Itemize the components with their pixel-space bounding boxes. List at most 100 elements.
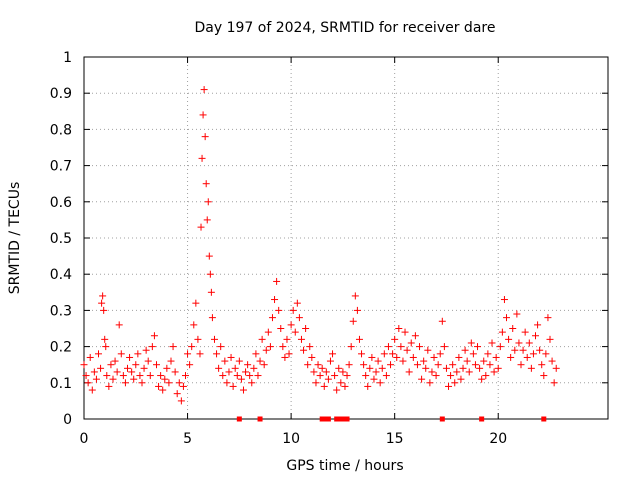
x-tick-label: 20	[489, 431, 507, 447]
data-point	[523, 353, 531, 361]
data-point	[378, 364, 386, 372]
data-point	[418, 375, 426, 383]
data-point	[213, 350, 221, 358]
data-point	[395, 325, 403, 332]
data-point	[271, 296, 279, 304]
data-point	[84, 379, 92, 387]
data-point	[100, 306, 108, 314]
data-point	[447, 372, 455, 380]
data-point	[105, 382, 113, 390]
y-tick-label: 0.7	[50, 159, 72, 175]
data-point	[128, 368, 136, 376]
data-point	[542, 350, 550, 358]
data-point	[409, 353, 417, 361]
data-point	[142, 346, 150, 354]
data-point	[155, 382, 163, 390]
y-tick-label: 0.8	[50, 122, 72, 138]
data-point	[430, 353, 438, 361]
data-point	[237, 375, 245, 383]
chart-title: Day 197 of 2024, SRMTID for receiver dar…	[195, 20, 496, 36]
data-point	[368, 353, 376, 361]
data-point	[293, 299, 301, 307]
data-point	[256, 357, 264, 365]
data-point	[102, 343, 110, 351]
data-point	[451, 379, 459, 387]
data-point	[384, 343, 392, 351]
data-point	[239, 386, 247, 394]
x-axis-label: GPS time / hours	[286, 458, 403, 474]
data-point	[275, 306, 283, 314]
data-point	[519, 346, 527, 354]
y-tick-label: 1	[63, 50, 72, 66]
y-tick-labels: 0 0.1 0.2 0.3 0.4 0.5 0.6 0.7 0.8 0.9 1	[50, 50, 72, 428]
zero-markers	[236, 416, 547, 422]
data-point	[442, 364, 450, 372]
y-tick-label: 0.9	[50, 86, 72, 102]
data-point	[86, 353, 94, 361]
data-point	[254, 372, 262, 380]
data-point	[490, 368, 498, 376]
data-point	[285, 350, 293, 358]
data-point	[380, 350, 388, 358]
data-point	[130, 375, 138, 383]
data-point	[173, 390, 181, 398]
data-point	[258, 335, 266, 343]
data-point	[167, 357, 175, 365]
data-point	[266, 343, 274, 351]
data-point	[349, 317, 357, 325]
data-point	[397, 343, 405, 351]
data-point	[355, 335, 363, 343]
data-point	[370, 375, 378, 383]
data-point	[500, 296, 508, 304]
data-point	[208, 314, 216, 322]
data-point	[144, 357, 152, 365]
zero-value-marker	[344, 416, 350, 422]
data-point	[152, 361, 160, 369]
data-point	[474, 343, 482, 351]
data-point	[364, 382, 372, 390]
data-point	[467, 339, 475, 347]
data-point	[339, 368, 347, 376]
data-point	[318, 364, 326, 372]
data-point	[268, 314, 276, 322]
data-point	[159, 386, 167, 394]
data-point	[331, 372, 339, 380]
data-point	[198, 154, 206, 162]
data-point	[453, 368, 461, 376]
data-point	[119, 372, 127, 380]
data-point	[329, 350, 337, 358]
data-point	[99, 292, 107, 300]
data-point	[219, 372, 227, 380]
data-point	[459, 364, 467, 372]
x-tick-label: 15	[386, 431, 404, 447]
data-point	[171, 368, 179, 376]
data-point	[250, 364, 258, 372]
data-point	[532, 332, 540, 340]
data-point	[345, 361, 353, 369]
data-point	[304, 361, 312, 369]
data-point	[88, 386, 96, 394]
data-point	[138, 379, 146, 387]
data-point	[126, 353, 134, 361]
data-point	[207, 288, 215, 296]
data-point	[297, 335, 305, 343]
data-point	[223, 379, 231, 387]
data-point	[200, 86, 208, 94]
data-point	[306, 343, 314, 351]
data-point	[201, 133, 209, 141]
data-point	[324, 375, 332, 383]
data-point	[511, 346, 519, 354]
data-point	[335, 364, 343, 372]
data-point	[445, 382, 453, 390]
data-point	[203, 216, 211, 224]
data-point	[326, 357, 334, 365]
data-point	[206, 270, 214, 278]
data-point	[424, 346, 432, 354]
data-point	[492, 353, 500, 361]
data-point	[111, 357, 119, 365]
data-point	[287, 321, 295, 329]
data-point	[221, 357, 229, 365]
data-point	[134, 350, 142, 358]
data-point	[546, 335, 554, 343]
